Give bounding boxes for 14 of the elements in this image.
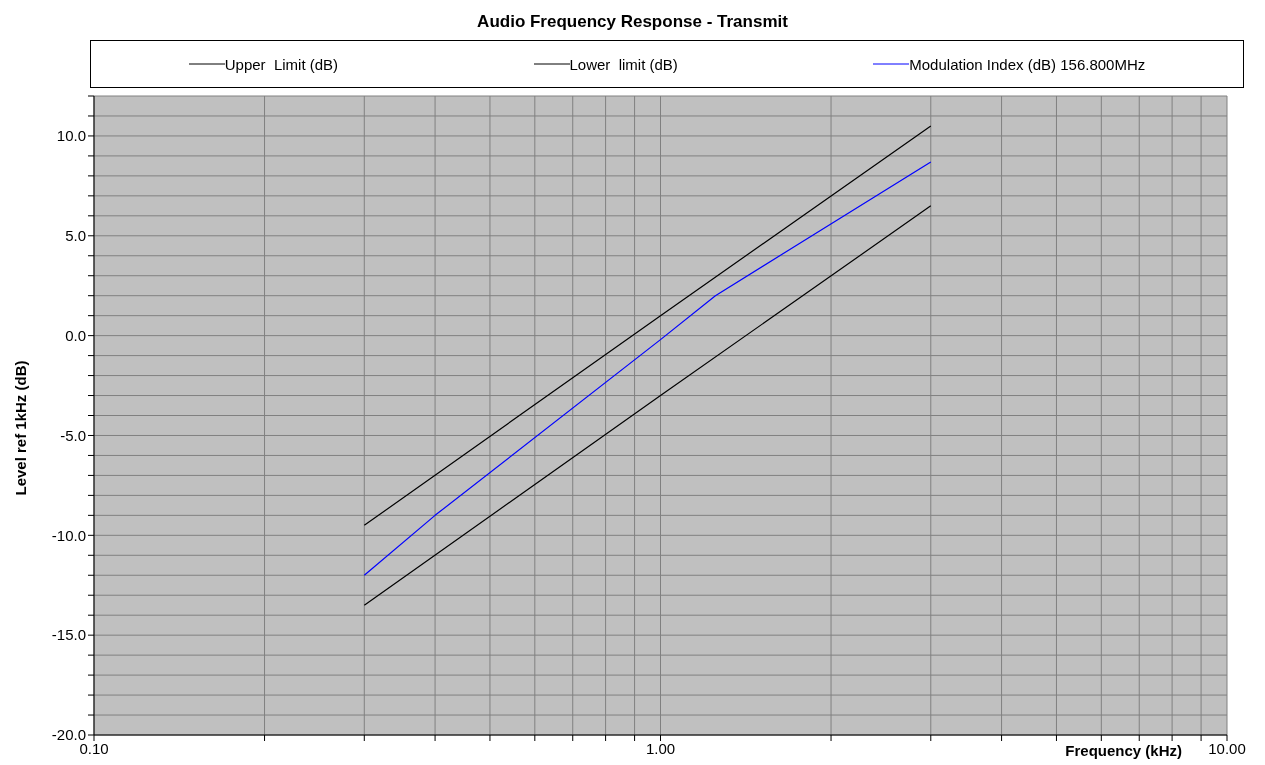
y-tick-label: -5.0	[60, 426, 86, 444]
y-tick-label: 5.0	[65, 227, 86, 245]
y-axis-title: Level ref 1kHz (dB)	[11, 360, 29, 496]
y-tick-label: 0.0	[65, 326, 86, 344]
chart-title: Audio Frequency Response - Transmit	[476, 12, 789, 32]
x-tick-label: 10.00	[1208, 739, 1246, 757]
legend-label: Upper Limit (dB)	[224, 55, 339, 73]
x-axis-title: Frequency (kHz)	[1065, 742, 1182, 759]
y-tick-label: 10.0	[56, 127, 86, 145]
legend-label: Lower limit (dB)	[569, 55, 678, 73]
legend-label: Modulation Index (dB) 156.800MHz	[909, 55, 1146, 73]
y-tick-label: -15.0	[51, 626, 86, 644]
y-tick-label: -10.0	[51, 526, 86, 544]
x-tick-label: 1.00	[645, 739, 676, 757]
